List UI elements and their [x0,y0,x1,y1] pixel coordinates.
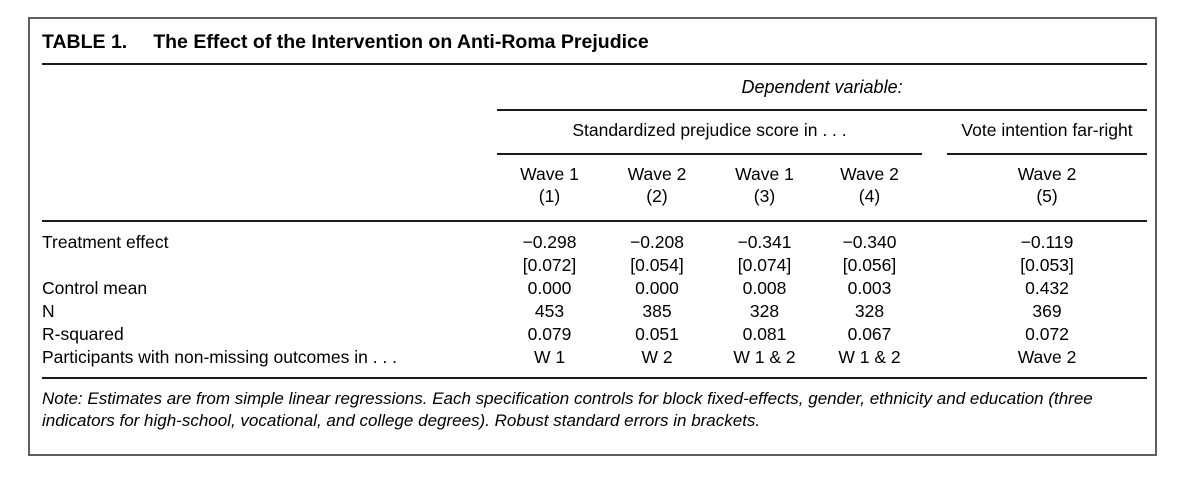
cell: 453 [534,301,565,321]
cell-spacer [922,323,947,346]
column-wave-label: Wave 1 [520,164,579,184]
cell: −0.298 [522,232,577,252]
cell: −0.119 [1020,232,1074,252]
column-header-4: Wave 2 (4) [817,154,922,222]
column-header-5: Wave 2 (5) [947,154,1148,222]
group-header-vote: Vote intention far-right [947,110,1148,155]
dependent-variable-header: Dependent variable: [497,65,1148,111]
group-header-spacer [922,110,947,154]
cell: [0.053] [1020,255,1074,275]
group-header-prejudice: Standardized prejudice score in . . . [497,110,922,155]
table-title: The Effect of the Intervention on Anti-R… [153,31,649,53]
column-header-3: Wave 1 (3) [712,154,817,222]
column-header-1: Wave 1 (1) [497,154,602,222]
row-label [42,254,497,277]
cell: 328 [854,301,885,321]
cell: W 1 [533,347,566,367]
cell: 328 [749,301,780,321]
cell: 385 [642,301,672,321]
column-number-label: (4) [858,186,881,206]
bottom-rule [42,377,1147,379]
cell: 0.008 [742,278,787,298]
cell: Wave 2 [1017,347,1077,367]
results-table: Dependent variable: Standardized prejudi… [42,65,1148,377]
cell: W 1 & 2 [733,347,796,367]
column-wave-label: Wave 1 [735,164,794,184]
cell-spacer [922,221,947,254]
cell: 0.003 [847,278,892,298]
table-row-standard-errors: [0.072] [0.054] [0.074] [0.056] [0.053] [42,254,1147,277]
cell: W 2 [641,347,673,367]
table-row-treatment-effect: Treatment effect −0.298 −0.208 −0.341 −0… [42,221,1147,254]
cell: [0.054] [630,255,684,275]
column-header-row: Wave 1 (1) Wave 2 (2) Wave 1 (3) Wave 2 … [42,154,1148,222]
cell-spacer [922,254,947,277]
column-wave-label: Wave 2 [1017,164,1077,184]
column-header-spacer [922,154,947,222]
row-label: N [42,301,55,321]
cell: 0.000 [527,278,572,298]
table-row-participants: Participants with non-missing outcomes i… [42,346,1147,377]
row-label: Control mean [42,278,148,298]
column-number-label: (1) [538,186,561,206]
cell-spacer [922,346,947,377]
column-wave-label: Wave 2 [627,164,687,184]
top-rule [42,63,1147,65]
table-number-label: TABLE 1. [42,31,128,53]
row-label: Participants with non-missing outcomes i… [42,347,398,367]
cell: −0.341 [737,232,792,252]
cell-spacer [922,300,947,323]
cell: 0.079 [527,324,572,344]
column-number-label: (5) [1036,186,1058,206]
table-note: Note: Estimates are from simple linear r… [42,389,1093,430]
cell: 0.432 [1025,278,1069,298]
row-label: R-squared [42,324,124,344]
cell: [0.072] [522,255,577,275]
cell: [0.056] [842,255,897,275]
row-label: Treatment effect [42,232,169,252]
cell: −0.340 [842,232,897,252]
table-row-control-mean: Control mean 0.000 0.000 0.008 0.003 0.4… [42,277,1147,300]
column-number-label: (3) [753,186,776,206]
cell: −0.208 [629,232,684,252]
cell: 369 [1032,301,1062,321]
cell: [0.074] [737,255,792,275]
empty-header-cell [42,154,497,222]
dependent-variable-row: Dependent variable: [42,65,1148,111]
cell: 0.067 [847,324,892,344]
cell: 0.081 [742,324,787,344]
empty-header-cell [42,65,497,110]
cell: 0.000 [635,278,679,298]
column-wave-label: Wave 2 [840,164,899,184]
table-title-row: TABLE 1. The Effect of the Intervention o… [42,31,1143,53]
table-row-r-squared: R-squared 0.079 0.051 0.081 0.067 0.072 [42,323,1147,346]
group-header-row: Standardized prejudice score in . . . Vo… [42,110,1148,155]
cell: W 1 & 2 [838,347,901,367]
table-row-n: N 453 385 328 328 369 [42,300,1147,323]
empty-header-cell [42,110,497,154]
cell: 0.051 [635,324,679,344]
column-header-2: Wave 2 (2) [602,154,712,222]
cell: 0.072 [1025,324,1069,344]
table-container: TABLE 1. The Effect of the Intervention o… [28,17,1157,456]
column-number-label: (2) [646,186,668,206]
cell-spacer [922,277,947,300]
